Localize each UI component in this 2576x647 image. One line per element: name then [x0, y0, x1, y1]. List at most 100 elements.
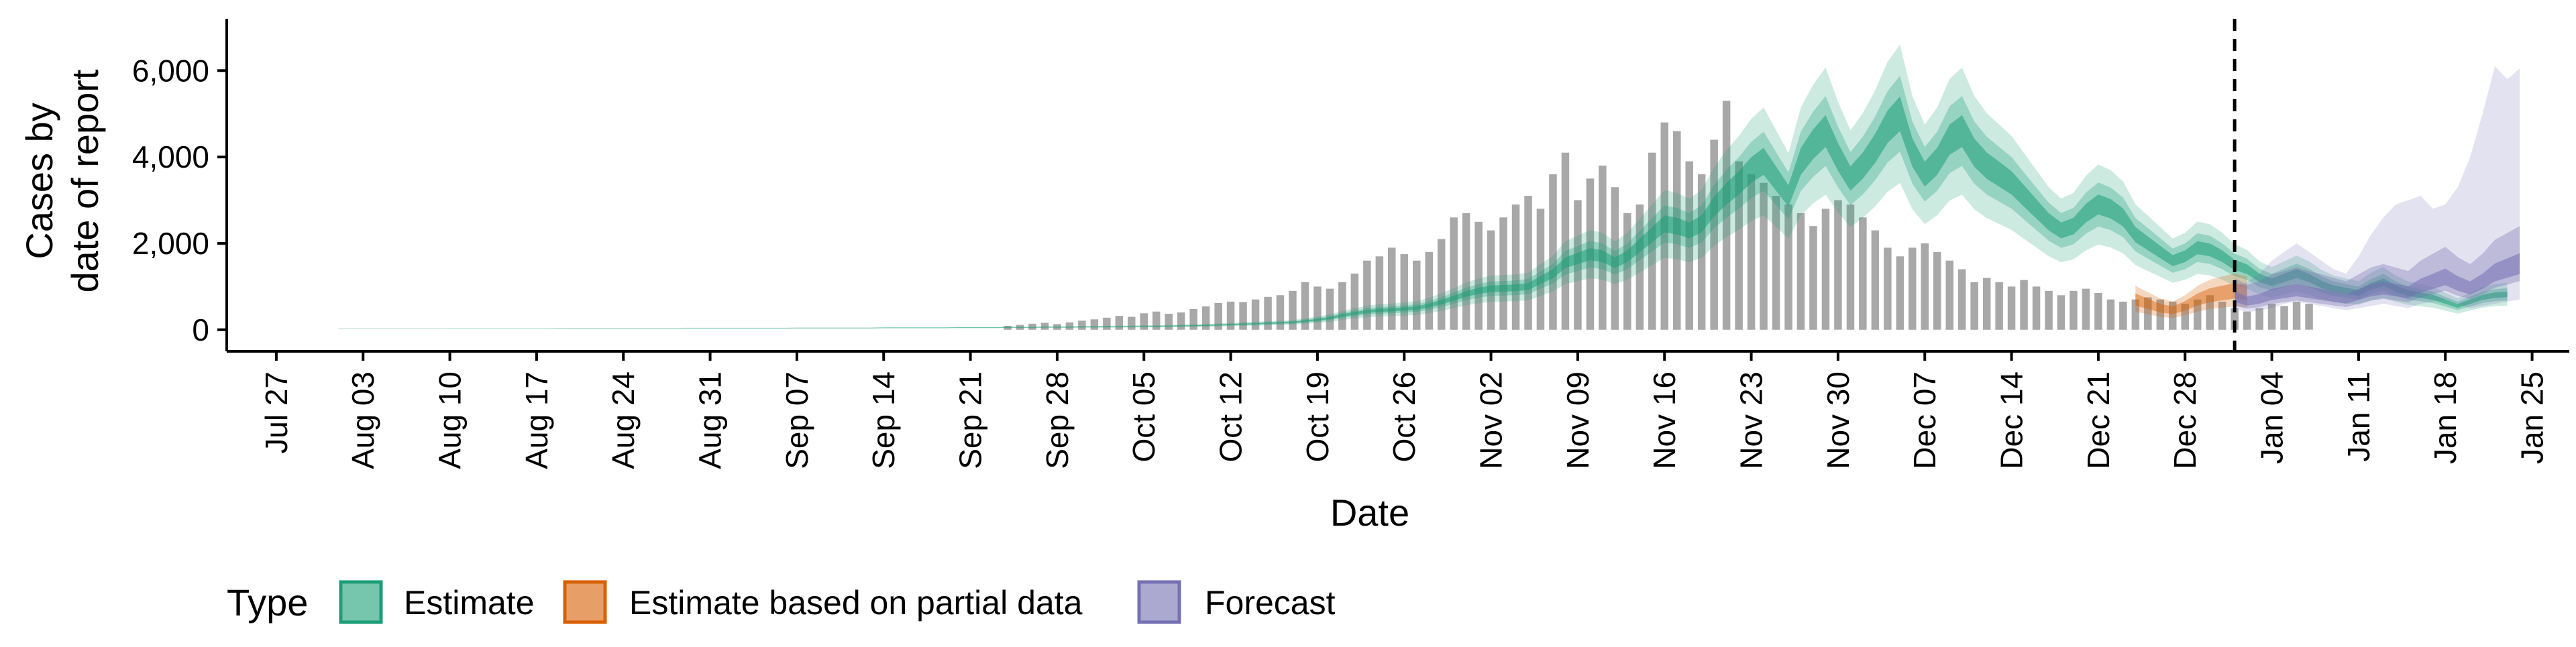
reported-cases-bar	[2094, 293, 2102, 330]
reported-cases-bar	[2082, 288, 2090, 330]
reported-cases-bar	[2156, 299, 2165, 330]
reported-cases-bar	[2292, 301, 2301, 330]
reported-cases-bar	[1685, 161, 1693, 330]
reported-cases-bar	[1511, 204, 1520, 330]
x-tick-label: Aug 17	[519, 371, 554, 469]
forecast-inner-interval	[2235, 253, 2520, 306]
x-tick-label: Nov 30	[1821, 371, 1856, 469]
x-tick-label: Sep 21	[953, 371, 988, 469]
reported-cases-bar	[1487, 230, 1495, 330]
y-axis-ticks: 0 2,000 4,000 6,000	[132, 53, 227, 347]
legend: Type Estimate Estimate based on partial …	[227, 580, 1336, 624]
reported-cases-bar	[1933, 251, 1941, 330]
reported-cases-bar	[1289, 290, 1297, 330]
reported-cases-bar	[2057, 295, 2065, 330]
reported-cases-bar	[2181, 304, 2189, 330]
forecast-ribbons	[2235, 66, 2520, 313]
reported-cases-bar	[1301, 282, 1309, 330]
partial-outer-interval	[2135, 273, 2247, 318]
reported-cases-bar	[2231, 308, 2239, 330]
reported-cases-bar	[1388, 247, 1396, 330]
x-tick-label: Nov 02	[1474, 371, 1509, 469]
reported-cases-bar	[1970, 282, 1978, 330]
reported-cases-bar	[1784, 204, 1792, 330]
y-tick-label: 6,000	[132, 53, 209, 88]
reported-cases-bar	[1561, 152, 1570, 330]
reported-cases-bar	[1834, 200, 1842, 330]
legend-key-estimate	[339, 580, 383, 624]
reported-cases-bar	[2305, 304, 2313, 330]
reported-cases-bar	[2218, 301, 2226, 330]
forecast-outer-interval	[2235, 66, 2520, 313]
reported-cases-bar	[1338, 282, 1346, 330]
estimate-middle-interval	[338, 76, 2508, 329]
reported-cases-bar	[1004, 326, 1012, 330]
reported-cases-bar	[1251, 299, 1260, 330]
x-tick-label: Aug 24	[606, 371, 641, 469]
x-tick-label: Nov 09	[1560, 371, 1595, 469]
reported-cases-bar	[1413, 260, 1421, 330]
reported-cases-bar	[1722, 101, 1731, 330]
reported-cases-bar	[1809, 226, 1817, 330]
reported-cases-bar	[1697, 174, 1706, 330]
reported-cases-bar	[1276, 295, 1285, 330]
reported-cases-bar	[1065, 322, 1074, 330]
reported-cases-bar	[1896, 256, 1904, 330]
x-tick-label: Oct 05	[1126, 371, 1161, 463]
reported-cases-bar	[1921, 243, 1929, 330]
reported-cases-bar	[2206, 295, 2214, 330]
reported-cases-bar	[1326, 288, 1334, 330]
reported-cases-bar	[1201, 306, 1210, 330]
partial-estimate-ribbons	[2135, 273, 2247, 318]
reported-cases-bar	[1363, 260, 1371, 330]
reported-cases-bar	[1710, 139, 1718, 330]
x-tick-label: Jul 27	[259, 371, 294, 454]
legend-label-estimate: Estimate	[404, 584, 535, 622]
reported-cases-bar	[1945, 260, 1953, 330]
reported-cases-bar	[1871, 230, 1880, 330]
reported-cases-bar	[1115, 316, 1124, 330]
x-tick-label: Oct 26	[1387, 371, 1421, 463]
x-tick-label: Aug 03	[345, 371, 380, 469]
reported-cases-bar	[1350, 274, 1359, 330]
reported-cases-bar	[2007, 286, 2016, 330]
reported-cases-bar	[1796, 213, 1805, 330]
reported-cases-bar	[1028, 323, 1036, 330]
reported-cases-bar	[1536, 209, 1545, 330]
reported-cases-bar	[1053, 324, 1061, 330]
reported-cases-bar	[1474, 221, 1483, 330]
x-tick-label: Dec 21	[2081, 371, 2116, 469]
reported-cases-bar	[1747, 174, 1756, 330]
reported-cases-bar	[2267, 304, 2276, 330]
legend-key-partial	[563, 580, 607, 624]
estimate-inner-interval	[338, 96, 2508, 329]
reported-cases-bar	[1400, 254, 1408, 330]
reported-cases-bar	[1735, 161, 1743, 330]
x-tick-label: Oct 19	[1300, 371, 1335, 463]
y-tick-label: 4,000	[132, 139, 209, 174]
reported-cases-bar	[1499, 217, 1507, 330]
reported-cases-bar	[1128, 316, 1136, 330]
reported-cases-bar	[2106, 299, 2115, 330]
reported-cases-bar	[1599, 166, 1607, 330]
reported-cases-bar	[1103, 317, 1111, 330]
x-tick-label: Aug 31	[693, 371, 728, 469]
reported-cases-bar	[2144, 297, 2152, 330]
x-tick-label: Dec 07	[1907, 371, 1942, 469]
reported-cases-bar	[1859, 217, 1867, 330]
x-tick-label: Nov 16	[1647, 371, 1682, 469]
reported-cases-bar	[2280, 306, 2288, 330]
reported-cases-bar	[2243, 311, 2251, 330]
y-axis-title-line1: Cases by	[18, 103, 60, 259]
reported-cases-bar	[1623, 213, 1631, 330]
legend-title: Type	[227, 581, 308, 624]
reported-cases-bar	[1450, 217, 1458, 330]
reported-cases-bar	[1574, 200, 1582, 330]
reported-cases-bar	[1214, 302, 1222, 330]
x-tick-label: Dec 28	[2167, 371, 2202, 469]
x-tick-label: Sep 07	[780, 371, 814, 469]
legend-label-forecast: Forecast	[1205, 584, 1336, 622]
reported-cases-bar	[1239, 302, 1247, 330]
x-tick-label: Jan 25	[2515, 371, 2550, 464]
